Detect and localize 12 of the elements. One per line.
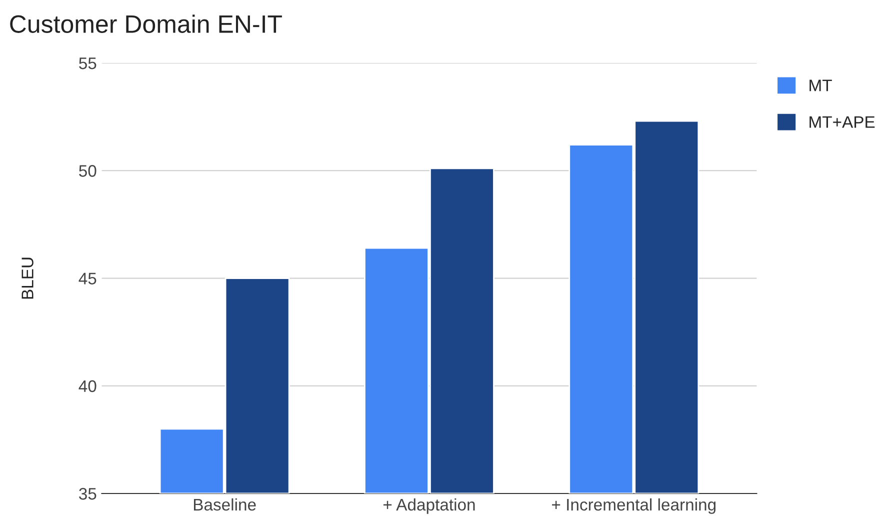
x-tick-label: + Incremental learning	[552, 498, 716, 514]
chart-title: Customer Domain EN-IT	[10, 14, 282, 33]
x-tick-label: + Adaptation	[383, 498, 475, 514]
x-tick-label: Baseline	[194, 498, 256, 511]
y-tick-label: 55	[79, 58, 96, 70]
y-tick-label: 45	[78, 272, 96, 284]
legend-label: MT	[810, 80, 832, 92]
y-tick-label: 50	[79, 165, 96, 177]
y-tick-label: 40	[78, 380, 96, 392]
y-axis-title: BLEU	[22, 258, 34, 299]
y-tick-label: 35	[79, 488, 96, 500]
legend-label: MT+APE	[810, 116, 875, 128]
